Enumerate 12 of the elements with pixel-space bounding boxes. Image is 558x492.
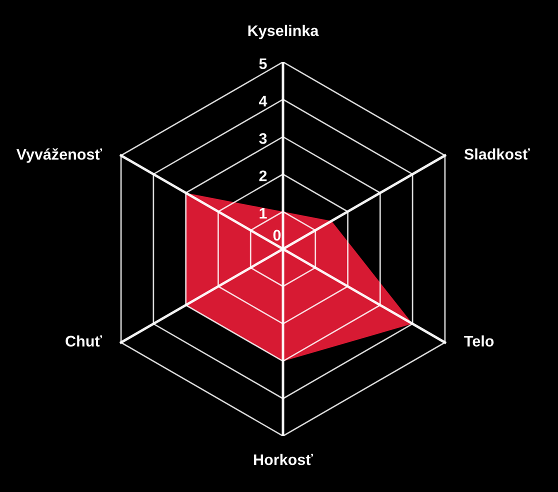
y-tick-label: 3 — [259, 133, 267, 144]
y-tick-label: 1 — [260, 208, 267, 219]
spoke-label: Horkosť — [254, 454, 313, 466]
y-tick-label: 5 — [259, 58, 267, 70]
spoke-label: Chuť — [66, 335, 102, 347]
y-tick-label: 0 — [273, 230, 281, 241]
spoke-label: Telo — [464, 335, 494, 347]
spoke-label: Vyváženosť — [16, 148, 102, 163]
spoke-label: Kyselinka — [248, 24, 319, 40]
y-tick-label: 2 — [259, 170, 267, 182]
y-tick-label: 4 — [258, 96, 268, 106]
spoke-label: Sladkosť — [464, 148, 530, 160]
